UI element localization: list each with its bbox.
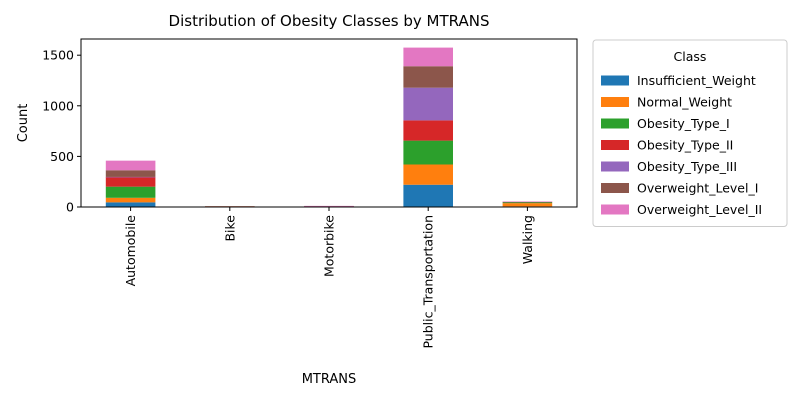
legend-swatch-normal_weight [601,97,629,107]
bar-automobile-overweight_level_i [105,170,156,177]
legend-swatch-obesity_type_ii [601,140,629,150]
bar-walking-obesity_type_i [502,202,553,204]
bars-group [105,47,553,208]
bar-automobile-overweight_level_ii [105,160,156,171]
x-tick-label: Walking [520,215,535,264]
x-axis-label: MTRANS [302,372,357,387]
legend-label-obesity_type_i: Obesity_Type_I [637,116,730,131]
y-tick-label: 500 [50,149,74,164]
x-tick-label: Automobile [123,215,138,287]
legend-swatch-overweight_level_i [601,183,629,193]
legend-label-insufficient_weight: Insufficient_Weight [637,73,756,88]
bar-public_transportation-insufficient_weight [403,184,453,207]
bar-automobile-normal_weight [105,197,156,203]
bar-automobile-obesity_type_i [105,186,156,198]
y-tick-label: 1500 [42,48,74,63]
y-tick-label: 0 [66,200,74,215]
bar-automobile-obesity_type_iii [105,176,156,178]
legend-swatch-overweight_level_ii [601,204,629,215]
legend-swatch-insufficient_weight [601,75,629,86]
bar-public_transportation-obesity_type_i [403,140,453,165]
x-tick-label: Bike [222,215,237,242]
legend-label-overweight_level_i: Overweight_Level_I [637,181,758,196]
bar-public_transportation-obesity_type_iii [403,87,453,121]
legend-swatch-obesity_type_iii [601,161,629,172]
legend-label-normal_weight: Normal_Weight [637,95,732,110]
legend-label-overweight_level_ii: Overweight_Level_II [637,202,762,217]
legend-box [592,39,788,227]
bar-walking-overweight_level_ii [502,201,553,202]
legend-label-obesity_type_iii: Obesity_Type_III [637,159,737,174]
x-tick-label: Public_Transportation [421,215,436,349]
chart-title: Distribution of Obesity Classes by MTRAN… [169,12,490,30]
bar-walking-normal_weight [502,203,553,207]
y-axis-label: Count [16,104,31,143]
bar-public_transportation-overweight_level_ii [403,47,453,67]
x-axis: Automobile Bike Motorbike Public_Transporta… [123,207,535,349]
bar-walking-overweight_level_i [502,201,553,203]
x-tick-label: Motorbike [322,215,337,277]
legend-swatch-obesity_type_i [601,118,629,129]
bar-automobile-insufficient_weight [105,202,156,207]
bar-public_transportation-obesity_type_ii [403,120,453,141]
bar-automobile-obesity_type_ii [105,177,156,187]
bar-public_transportation-normal_weight [403,164,453,185]
y-axis: 0 500 1000 1500 [42,48,81,215]
plot-frame [80,38,578,208]
bar-public_transportation-overweight_level_i [403,66,453,88]
legend: Class Insufficient_Weight Normal_Weight Obe… [592,39,788,227]
legend-label-obesity_type_ii: Obesity_Type_II [637,138,733,153]
y-tick-label: 1000 [42,98,74,113]
bar-motorbike-overweight_level_ii [304,205,354,207]
legend-title: Class [674,49,707,64]
